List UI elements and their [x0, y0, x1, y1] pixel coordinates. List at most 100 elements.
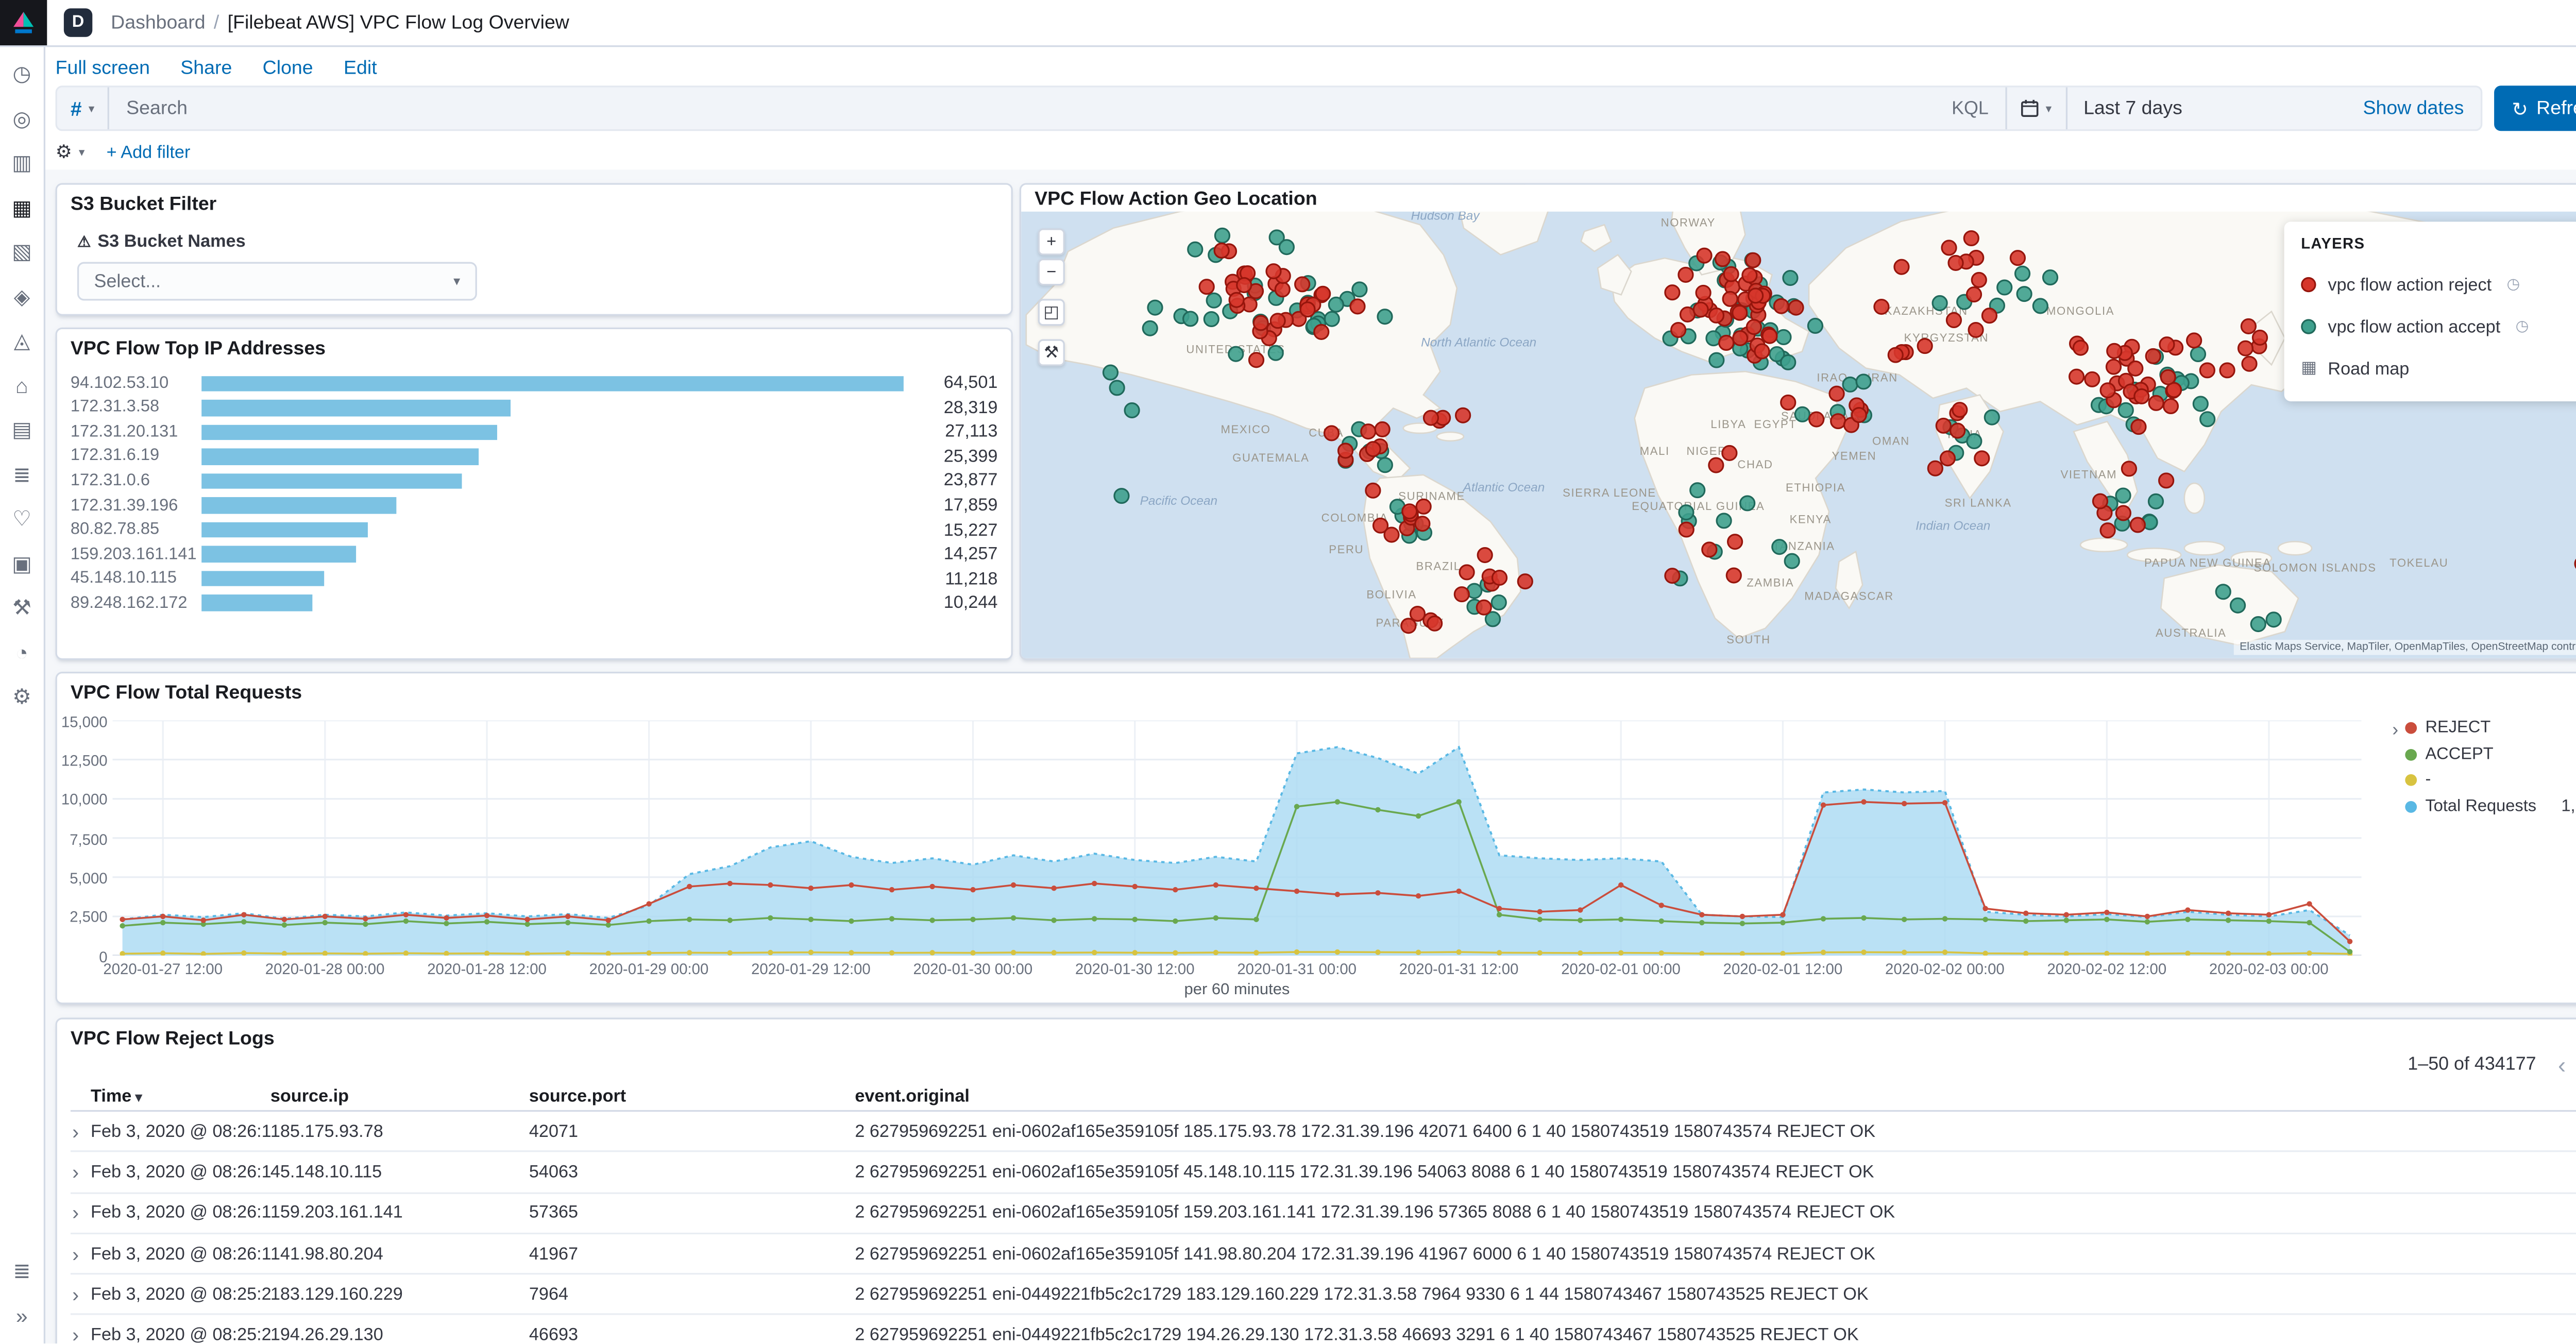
- map-dot-reject[interactable]: [1708, 307, 1725, 324]
- dash-point[interactable]: [2307, 950, 2312, 956]
- map-dot-reject[interactable]: [1677, 266, 1694, 283]
- filter-settings-gear-icon[interactable]: ⚙: [55, 143, 72, 163]
- reject-point[interactable]: [1699, 912, 1705, 917]
- accept-point[interactable]: [1334, 799, 1341, 805]
- sidebar-item-stack-monitoring[interactable]: ◔: [15, 640, 28, 665]
- dash-point[interactable]: [727, 950, 733, 956]
- map-dot-reject[interactable]: [1754, 343, 1770, 360]
- sidebar-item-machine-learning[interactable]: ◬: [13, 329, 30, 353]
- accept-point[interactable]: [2266, 918, 2272, 924]
- dash-point[interactable]: [1658, 950, 1665, 956]
- reject-point[interactable]: [1618, 882, 1624, 888]
- accept-point[interactable]: [1375, 807, 1381, 813]
- accept-point[interactable]: [1253, 916, 1259, 923]
- legend-item[interactable]: Total Requests 1,226: [2405, 797, 2576, 815]
- map-dot-reject[interactable]: [2160, 369, 2176, 385]
- reject-point[interactable]: [120, 916, 125, 923]
- accept-point[interactable]: [2307, 920, 2312, 926]
- ip-bar[interactable]: [201, 497, 396, 514]
- map-dot-reject[interactable]: [2240, 318, 2257, 334]
- map-dot-reject[interactable]: [1401, 503, 1418, 520]
- accept-point[interactable]: [1658, 918, 1665, 924]
- map-dot-accept[interactable]: [1113, 488, 1130, 504]
- map-dot-reject[interactable]: [1236, 277, 1252, 294]
- map-dot-reject[interactable]: [1708, 457, 1724, 473]
- dash-point[interactable]: [444, 950, 449, 956]
- map-dot-reject[interactable]: [1692, 301, 1709, 318]
- map-dot-reject[interactable]: [1213, 242, 1230, 259]
- reject-point[interactable]: [2347, 939, 2353, 944]
- reject-point[interactable]: [2225, 910, 2231, 916]
- map-dot-reject[interactable]: [2165, 382, 2182, 398]
- map-dot-accept[interactable]: [1351, 281, 1368, 298]
- expand-row-icon[interactable]: ›: [72, 1241, 79, 1266]
- layer-row[interactable]: vpc flow action accept ◷: [2284, 305, 2576, 348]
- accept-point[interactable]: [2144, 919, 2150, 925]
- map-dot-reject[interactable]: [1745, 252, 1761, 268]
- map-dot-accept[interactable]: [1206, 292, 1222, 309]
- map-dot-reject[interactable]: [1723, 266, 1739, 282]
- ip-bar[interactable]: [201, 522, 367, 538]
- reject-point[interactable]: [1739, 913, 1745, 920]
- reject-point[interactable]: [1982, 906, 1988, 911]
- ip-bar[interactable]: [201, 473, 462, 489]
- map-dot-reject[interactable]: [1745, 319, 1762, 335]
- map-dot-reject[interactable]: [2121, 461, 2138, 477]
- show-dates-link[interactable]: Show dates: [2363, 98, 2464, 118]
- accept-point[interactable]: [484, 919, 490, 925]
- space-avatar[interactable]: D: [63, 8, 93, 37]
- reject-point[interactable]: [241, 912, 247, 917]
- dash-point[interactable]: [808, 949, 814, 955]
- map-dot-reject[interactable]: [1365, 441, 1381, 457]
- map-dot-reject[interactable]: [1477, 547, 1493, 564]
- dash-point[interactable]: [160, 950, 166, 956]
- column-header-source-port[interactable]: source.port: [529, 1085, 626, 1106]
- legend-item[interactable]: ACCEPT 253: [2405, 745, 2576, 763]
- reject-point[interactable]: [1334, 892, 1341, 897]
- dash-point[interactable]: [2104, 950, 2110, 956]
- map-dot-reject[interactable]: [1337, 443, 1354, 459]
- query-language-label[interactable]: KQL: [1952, 98, 1989, 118]
- map-dot-accept[interactable]: [1124, 402, 1140, 419]
- ip-bar[interactable]: [201, 448, 478, 465]
- map-dot-reject[interactable]: [1968, 322, 1984, 338]
- map-dot-reject[interactable]: [1664, 568, 1681, 584]
- accept-point[interactable]: [524, 921, 530, 927]
- accept-point[interactable]: [403, 918, 409, 924]
- map-dot-reject[interactable]: [1323, 425, 1340, 441]
- reject-point[interactable]: [2063, 912, 2069, 917]
- map-dot-accept[interactable]: [1794, 406, 1810, 422]
- legend-toggle-icon[interactable]: ›: [2392, 720, 2399, 741]
- map-dot-accept[interactable]: [2016, 286, 2032, 302]
- map-dot-reject[interactable]: [1299, 301, 1316, 318]
- dash-point[interactable]: [1982, 950, 1988, 956]
- dash-point[interactable]: [687, 950, 692, 956]
- dash-point[interactable]: [1375, 949, 1381, 955]
- map-dot-reject[interactable]: [1788, 299, 1804, 316]
- reject-point[interactable]: [1375, 890, 1381, 896]
- dash-point[interactable]: [1294, 949, 1300, 955]
- map-dot-reject[interactable]: [1313, 324, 1330, 340]
- map-dot-accept[interactable]: [2250, 616, 2266, 633]
- map-dot-reject[interactable]: [2106, 343, 2123, 359]
- map-dot-reject[interactable]: [1721, 445, 1738, 461]
- accept-point[interactable]: [2023, 918, 2029, 924]
- accept-point[interactable]: [120, 923, 125, 929]
- reject-point[interactable]: [1658, 903, 1665, 908]
- ip-bar[interactable]: [201, 571, 324, 587]
- map-dot-accept[interactable]: [1784, 553, 1800, 569]
- dash-point[interactable]: [1699, 950, 1705, 956]
- map-dot-reject[interactable]: [1927, 460, 1943, 477]
- map-dot-accept[interactable]: [1484, 611, 1501, 627]
- map-dot-reject[interactable]: [1722, 291, 1738, 307]
- accept-point[interactable]: [281, 922, 287, 928]
- map-dot-reject[interactable]: [1714, 251, 1731, 267]
- map-dot-accept[interactable]: [1996, 279, 2013, 296]
- map-dot-reject[interactable]: [2237, 340, 2254, 356]
- map-dot-reject[interactable]: [2072, 339, 2089, 356]
- map-dot-reject[interactable]: [1248, 352, 1265, 368]
- accept-point[interactable]: [444, 921, 449, 926]
- column-header-event-original[interactable]: event.original: [855, 1085, 970, 1106]
- map-dot-reject[interactable]: [2009, 250, 2026, 266]
- dash-point[interactable]: [1253, 950, 1259, 956]
